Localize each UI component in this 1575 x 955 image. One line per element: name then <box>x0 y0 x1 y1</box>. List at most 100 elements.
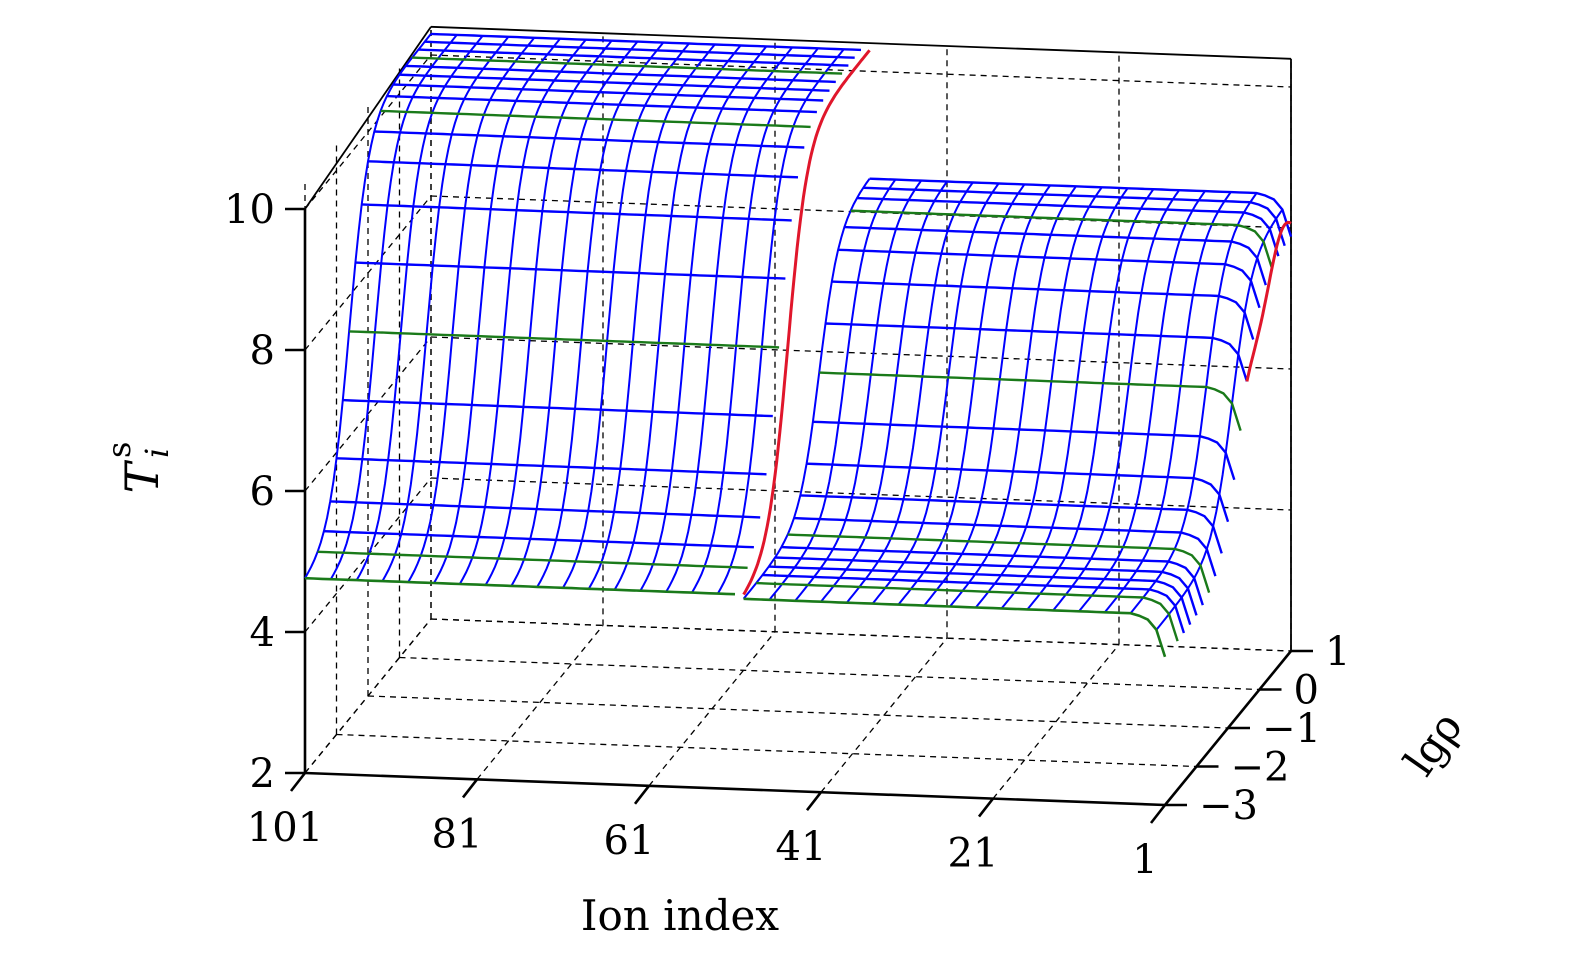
x-tick-label: 81 <box>432 811 483 857</box>
z-tick-label: 10 <box>224 187 275 233</box>
mesh-line-lgrho <box>768 565 1192 625</box>
z-axis-label: T i s <box>100 442 176 494</box>
floor-grid-line <box>476 624 604 780</box>
mesh-line-lgrho <box>787 533 1211 593</box>
mesh-line-lgrho <box>762 573 1186 634</box>
mesh-line-lgrho <box>863 186 1286 247</box>
svg-text:i: i <box>138 448 176 458</box>
mesh-line-ion <box>665 46 793 593</box>
z-tick-label: 4 <box>250 610 275 656</box>
mesh-line-lgrho <box>399 73 830 92</box>
mesh-line-lgrho <box>349 330 780 349</box>
mesh-line-lgrho <box>323 530 754 549</box>
mesh-line-lgrho <box>856 196 1280 257</box>
mesh-line-lgrho <box>424 40 855 59</box>
floor-grid-line <box>367 695 1229 729</box>
floor-grid-line <box>992 644 1120 800</box>
x-tick-label: 21 <box>948 831 999 877</box>
x-axis-label: Ion index <box>581 891 780 940</box>
mesh-line-lgrho <box>831 280 1255 340</box>
svg-text:T: T <box>115 459 169 493</box>
mesh-line-ion <box>691 47 819 594</box>
z-tick-label: 2 <box>250 751 275 797</box>
depth-axis-label: lgρ <box>1394 703 1471 784</box>
frame-edge <box>304 26 432 210</box>
x-tick-mark <box>977 797 995 818</box>
mesh-line-lgrho <box>825 322 1249 382</box>
mesh-line-lgrho <box>374 130 805 149</box>
mesh-line-lgrho <box>812 420 1236 481</box>
side-wall-grid-line <box>304 54 432 210</box>
mesh-line-lgrho <box>336 457 767 476</box>
mesh-line-lgrho <box>393 83 824 102</box>
mesh-line-ion <box>355 35 484 581</box>
mesh-line-lgrho <box>756 581 1179 642</box>
x-tick-mark <box>633 785 651 805</box>
edge-curve <box>1245 220 1292 382</box>
mesh-line-lgrho <box>869 177 1293 237</box>
mesh-line-ion <box>587 43 716 590</box>
mesh-line-ion <box>329 34 458 580</box>
mesh-line-lgrho <box>793 516 1217 577</box>
x-tick-label: 41 <box>776 824 827 870</box>
mesh-line-ion <box>613 44 742 591</box>
grid-lines <box>304 26 1292 806</box>
depth-tick-label: −3 <box>1199 783 1258 829</box>
floor-grid-line <box>336 733 1197 768</box>
depth-tick-label: −2 <box>1231 745 1290 791</box>
mesh-line-lgrho <box>775 556 1198 616</box>
x-tick-label: 1 <box>1132 837 1157 883</box>
mesh-line-lgrho <box>806 462 1230 523</box>
x-axis-line <box>304 771 1166 807</box>
mesh-line-ion <box>536 41 664 588</box>
x-tick-mark <box>805 791 823 811</box>
floor-grid-line <box>820 637 948 793</box>
mesh-line-ion <box>562 42 690 589</box>
depth-tick-label: −1 <box>1262 706 1321 752</box>
mesh-line-lgrho <box>355 261 786 280</box>
z-tick-label: 6 <box>250 469 275 515</box>
mesh-line-ion <box>407 37 535 583</box>
mesh-line-lgrho <box>380 109 811 129</box>
mesh-line-lgrho <box>412 56 843 75</box>
mesh-line-lgrho <box>781 545 1204 606</box>
side-wall-grid-line <box>304 618 432 774</box>
back-wall-grid-line <box>430 477 1292 511</box>
mesh-line-lgrho <box>850 209 1274 269</box>
svg-text:s: s <box>100 442 138 458</box>
mesh-line-ion <box>433 38 561 584</box>
back-wall-grid-line <box>430 54 1292 88</box>
surface-mesh <box>304 32 1293 658</box>
x-tick-label: 101 <box>247 805 323 851</box>
mesh-line-ion <box>639 45 768 592</box>
base-line <box>304 576 736 596</box>
mesh-line-lgrho <box>386 94 817 114</box>
mesh-line-ion <box>458 39 587 585</box>
depth-tick-label: 0 <box>1294 668 1319 714</box>
mesh-line-lgrho <box>317 550 748 569</box>
mesh-line-lgrho <box>800 494 1223 554</box>
back-wall-grid-line <box>430 618 1292 652</box>
edge-curve <box>742 49 871 596</box>
x-tick-mark <box>1149 804 1167 824</box>
mesh-line-lgrho <box>844 225 1267 286</box>
frame-edge <box>430 25 1292 60</box>
mesh-line-ion <box>484 40 613 586</box>
mesh-line-lgrho <box>838 248 1261 309</box>
x-tick-mark <box>289 772 307 792</box>
mesh-line-ion <box>381 36 510 582</box>
floor-grid-line <box>399 656 1260 691</box>
mesh-line-lgrho <box>342 398 773 418</box>
mesh-line-lgrho <box>430 32 862 52</box>
back-wall-grid-line <box>430 336 1292 370</box>
x-tick-label: 61 <box>604 818 655 864</box>
mesh-line-ion <box>510 40 639 587</box>
mesh-line-lgrho <box>361 203 792 222</box>
depth-tick-label: 1 <box>1325 629 1350 675</box>
mesh-line-lgrho <box>367 160 799 179</box>
axes <box>285 25 1313 824</box>
side-wall-grid-line <box>304 195 432 351</box>
mesh-line-lgrho <box>819 371 1242 431</box>
